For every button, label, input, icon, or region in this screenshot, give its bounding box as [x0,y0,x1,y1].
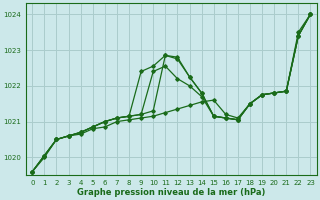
X-axis label: Graphe pression niveau de la mer (hPa): Graphe pression niveau de la mer (hPa) [77,188,266,197]
